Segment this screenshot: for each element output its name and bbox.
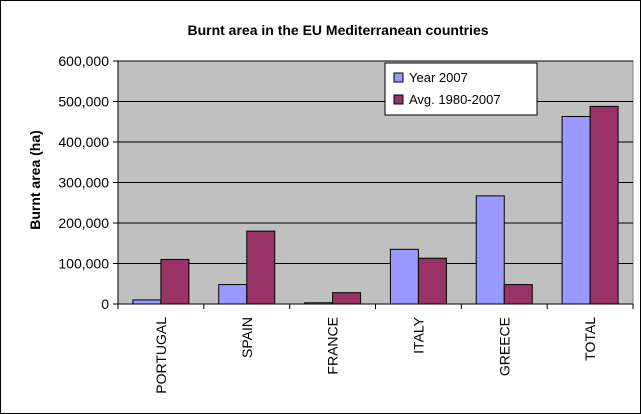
y-tick-label: 0 — [101, 296, 109, 312]
legend-swatch — [393, 72, 404, 83]
x-tick-label: ITALY — [410, 316, 426, 353]
legend-label: Year 2007 — [409, 70, 468, 85]
bar — [332, 292, 362, 305]
y-tick-label: 300,000 — [58, 175, 109, 191]
bar — [132, 299, 162, 305]
plot-area: 0 100,000 200,000 300,000 400,000 500,000 600,… — [58, 53, 634, 394]
x-tick-label: SPAIN — [239, 317, 255, 358]
y-axis-title: Burnt area (ha) — [27, 130, 43, 230]
legend-swatch — [393, 94, 404, 105]
y-tick-label: 500,000 — [58, 94, 109, 110]
x-tick-label: FRANCE — [325, 317, 341, 375]
bar — [503, 284, 533, 305]
bar — [561, 115, 591, 305]
y-tick-label: 100,000 — [58, 256, 109, 272]
bar — [475, 195, 505, 305]
chart-title: Burnt area in the EU Mediterranean count… — [187, 22, 488, 38]
bar — [218, 284, 248, 305]
y-tick-label: 400,000 — [58, 134, 109, 150]
y-tick-label: 200,000 — [58, 215, 109, 231]
bar — [246, 230, 276, 305]
legend: Year 2007 Avg. 1980-2007 — [384, 62, 538, 116]
bar — [589, 105, 619, 305]
x-tick-label: PORTUGAL — [153, 317, 169, 394]
y-tick-label: 600,000 — [58, 53, 109, 69]
bar — [160, 258, 190, 305]
legend-box — [384, 62, 538, 116]
bar — [389, 248, 419, 305]
bar — [417, 257, 447, 305]
x-tick-label: TOTAL — [582, 317, 598, 361]
x-tick-label: GREECE — [496, 317, 512, 376]
legend-label: Avg. 1980-2007 — [409, 92, 501, 107]
